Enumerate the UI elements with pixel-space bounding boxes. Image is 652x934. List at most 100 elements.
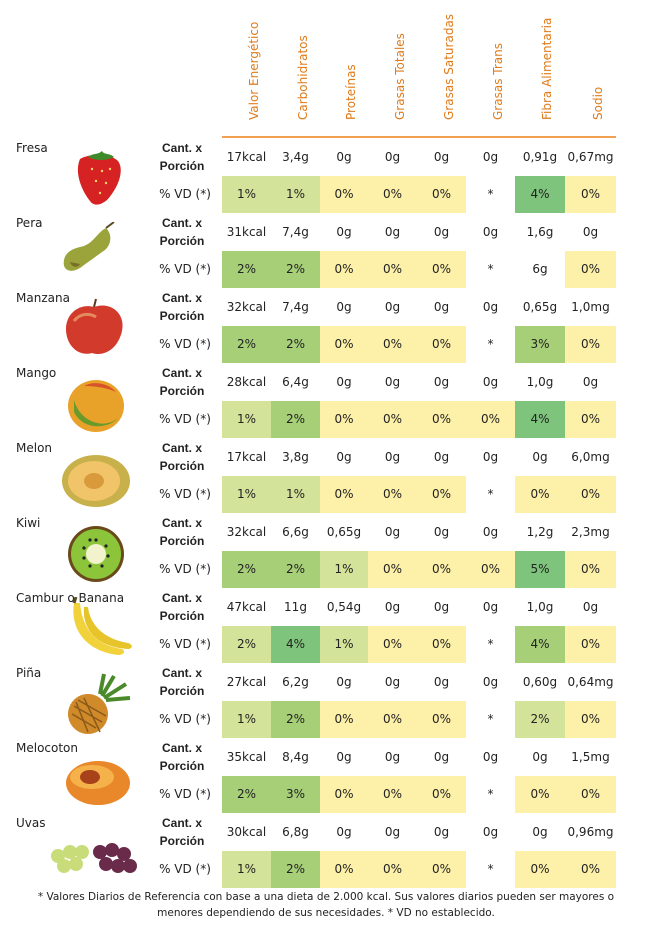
vd-label: % VD (*) — [159, 712, 211, 726]
portion-label: Cant. x Porción — [159, 516, 205, 548]
portion-cell: 0g — [433, 225, 450, 239]
vd-row: 2% 4% 1% 0% 0% * 4% 0% — [222, 626, 616, 663]
vd-cell: 0% — [565, 701, 616, 738]
header-label: Sodio — [590, 86, 605, 120]
vd-cell: 2% — [271, 701, 320, 738]
vd-cell: 3% — [515, 326, 565, 363]
portion-row: 28kcal 6,4g 0g 0g 0g 0g 1,0g 0g — [222, 364, 616, 401]
vd-cell: 2% — [222, 776, 271, 813]
vd-cell: * — [487, 787, 494, 801]
portion-row: 30kcal 6,8g 0g 0g 0g 0g 0g 0,96mg — [222, 814, 616, 851]
portion-cell: 0,96mg — [567, 825, 614, 839]
vd-row: 1% 1% 0% 0% 0% * 0% 0% — [222, 476, 616, 513]
portion-cell: 0g — [482, 375, 499, 389]
portion-cell: 0g — [384, 825, 401, 839]
vd-cell: 1% — [271, 476, 320, 513]
portion-cell: 0g — [384, 750, 401, 764]
vd-cell: 4% — [515, 176, 565, 213]
portion-cell: 0g — [384, 600, 401, 614]
portion-cell: 0g — [433, 600, 450, 614]
portion-cell: 35kcal — [226, 750, 267, 764]
header-sodio: Sodio — [565, 0, 616, 134]
vd-cell: 2% — [515, 701, 565, 738]
vd-cell: 0% — [320, 251, 368, 288]
portion-cell: 0g — [482, 675, 499, 689]
vd-cell: 0% — [417, 476, 466, 513]
fruit-name: Kiwi — [16, 516, 41, 530]
vd-cell: 1% — [222, 401, 271, 438]
portion-cell: 0g — [336, 300, 352, 314]
vd-cell: 1% — [222, 176, 271, 213]
portion-row: 35kcal 8,4g 0g 0g 0g 0g 0g 1,5mg — [222, 739, 616, 776]
vd-cell: 0% — [565, 176, 616, 213]
portion-cell: 0g — [482, 525, 499, 539]
portion-row: 17kcal 3,8g 0g 0g 0g 0g 0g 6,0mg — [222, 439, 616, 476]
vd-cell: 0% — [320, 776, 368, 813]
portion-cell: 32kcal — [226, 525, 267, 539]
portion-cell: 3,4g — [282, 150, 309, 164]
fruit-name: Melocoton — [16, 741, 79, 755]
vd-cell: 0% — [320, 701, 368, 738]
vd-cell: 1% — [222, 851, 271, 888]
vd-cell: 0% — [368, 476, 417, 513]
portion-cell: 0g — [433, 450, 450, 464]
fruit-block: Mango Cant. x Porción % VD (*) 28kcal 6,4g 0g… — [0, 364, 650, 439]
vd-cell: 4% — [515, 401, 565, 438]
vd-cell: 1% — [320, 551, 368, 588]
portion-row: 47kcal 11g 0,54g 0g 0g 0g 1,0g 0g — [222, 589, 616, 626]
vd-cell: 0% — [565, 251, 616, 288]
vd-cell: 0% — [368, 776, 417, 813]
vd-cell: 0% — [466, 551, 515, 588]
portion-cell: 6,8g — [282, 825, 309, 839]
vd-cell: 0% — [466, 401, 515, 438]
portion-cell: 1,6g — [526, 225, 554, 239]
portion-cell: 6,4g — [282, 375, 309, 389]
vd-cell: * — [487, 337, 494, 351]
portion-cell: 17kcal — [226, 450, 267, 464]
portion-cell: 0g — [433, 375, 450, 389]
header-label: Valor Energético — [246, 21, 261, 120]
vd-cell: 0% — [565, 476, 616, 513]
portion-cell: 47kcal — [226, 600, 267, 614]
fruit-block: Kiwi Cant. x Porción % VD (*) 32kcal 6,6g 0,6… — [0, 514, 650, 589]
vd-label: % VD (*) — [159, 637, 211, 651]
vd-cell: 0% — [368, 176, 417, 213]
vd-cell: 0% — [515, 776, 565, 813]
portion-cell: 0g — [336, 675, 352, 689]
peach-image — [44, 747, 144, 811]
portion-cell: 0g — [582, 375, 599, 389]
portion-cell: 0g — [433, 150, 450, 164]
portion-cell: 0g — [336, 750, 352, 764]
vd-cell: * — [487, 187, 494, 201]
grapes-image — [44, 822, 144, 886]
vd-cell: 1% — [320, 626, 368, 663]
vd-cell: 0% — [515, 476, 565, 513]
portion-label: Cant. x Porción — [159, 441, 205, 473]
banana-image — [44, 596, 144, 661]
portion-cell: 0,67mg — [567, 150, 614, 164]
vd-cell: 0% — [320, 401, 368, 438]
portion-cell: 0g — [582, 600, 599, 614]
fruit-block: Pera Cant. x Porción % VD (*) 31kcal 7,4g 0g 0… — [0, 214, 650, 289]
portion-row: 32kcal 6,6g 0,65g 0g 0g 0g 1,2g 2,3mg — [222, 514, 616, 551]
fruit-block: Cambur o Banana Cant. x Porción % VD (*) 47… — [0, 589, 650, 664]
vd-label: % VD (*) — [159, 187, 211, 201]
fruit-name: Manzana — [16, 291, 70, 305]
vd-row: 2% 2% 1% 0% 0% 0% 5% 0% — [222, 551, 616, 588]
header-fibra-alimentaria: Fibra Alimentaria — [515, 0, 565, 134]
fruit-block: Manzana Cant. x Porción % VD (*) 32kcal 7,4g… — [0, 289, 650, 364]
portion-label: Cant. x Porción — [159, 366, 205, 398]
portion-label: Cant. x Porción — [159, 816, 205, 848]
vd-cell: 0% — [417, 326, 466, 363]
portion-cell: 7,4g — [282, 300, 309, 314]
portion-cell: 6,2g — [282, 675, 309, 689]
portion-cell: 0g — [532, 750, 548, 764]
vd-cell: 0% — [368, 401, 417, 438]
portion-cell: 0g — [384, 300, 401, 314]
vd-cell: 0% — [320, 326, 368, 363]
portion-label: Cant. x Porción — [159, 291, 205, 323]
portion-cell: 1,0g — [526, 375, 554, 389]
melon-image — [44, 447, 144, 511]
vd-row: 2% 2% 0% 0% 0% * 6g 0% — [222, 251, 616, 288]
portion-cell: 0g — [433, 750, 450, 764]
